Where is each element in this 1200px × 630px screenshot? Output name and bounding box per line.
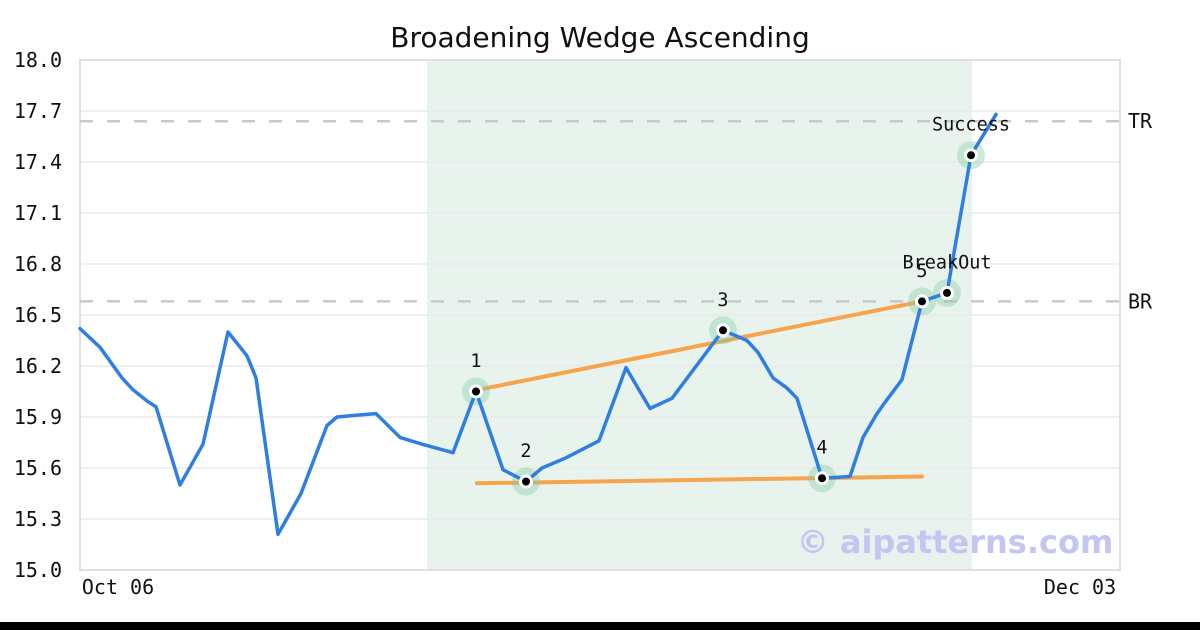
y-tick-label: 16.5 [14,303,62,327]
level-label-tr: TR [1128,109,1153,133]
point-label-1: 1 [470,351,481,372]
point-label-4: 4 [816,438,827,459]
y-tick-label: 15.0 [14,558,62,582]
watermark: © aipatterns.com [797,523,1114,561]
point-label-3: 3 [717,290,728,311]
marker-dot [818,474,826,483]
y-tick-label: 16.8 [14,252,62,276]
y-tick-label: 17.7 [14,99,62,123]
y-tick-label: 17.4 [14,150,62,174]
plot-border [79,59,1121,571]
y-tick-label: 17.1 [14,201,62,225]
y-tick-label: 15.9 [14,405,62,429]
trendline-upper [476,299,924,392]
marker-dot [472,387,480,396]
marker-dot [918,297,926,306]
y-tick-label: 15.3 [14,507,62,531]
y-tick-label: 18.0 [14,48,62,72]
point-label-5: 5 [916,261,927,282]
point-label-success: Success [932,115,1010,136]
x-tick-label-right: Dec 03 [1044,575,1116,599]
chart-title: Broadening Wedge Ascending [390,21,809,54]
bottom-bar [0,622,1200,630]
marker-dot [522,477,530,486]
marker-dot [967,151,975,160]
level-label-br: BR [1128,289,1153,313]
marker-dot [719,326,727,335]
point-label-2: 2 [520,441,531,462]
x-tick-label-left: Oct 06 [82,575,154,599]
marker-dot [943,288,951,297]
y-tick-label: 16.2 [14,354,62,378]
y-tick-label: 15.6 [14,456,62,480]
point-label-breakout: BreakOut [902,252,991,273]
